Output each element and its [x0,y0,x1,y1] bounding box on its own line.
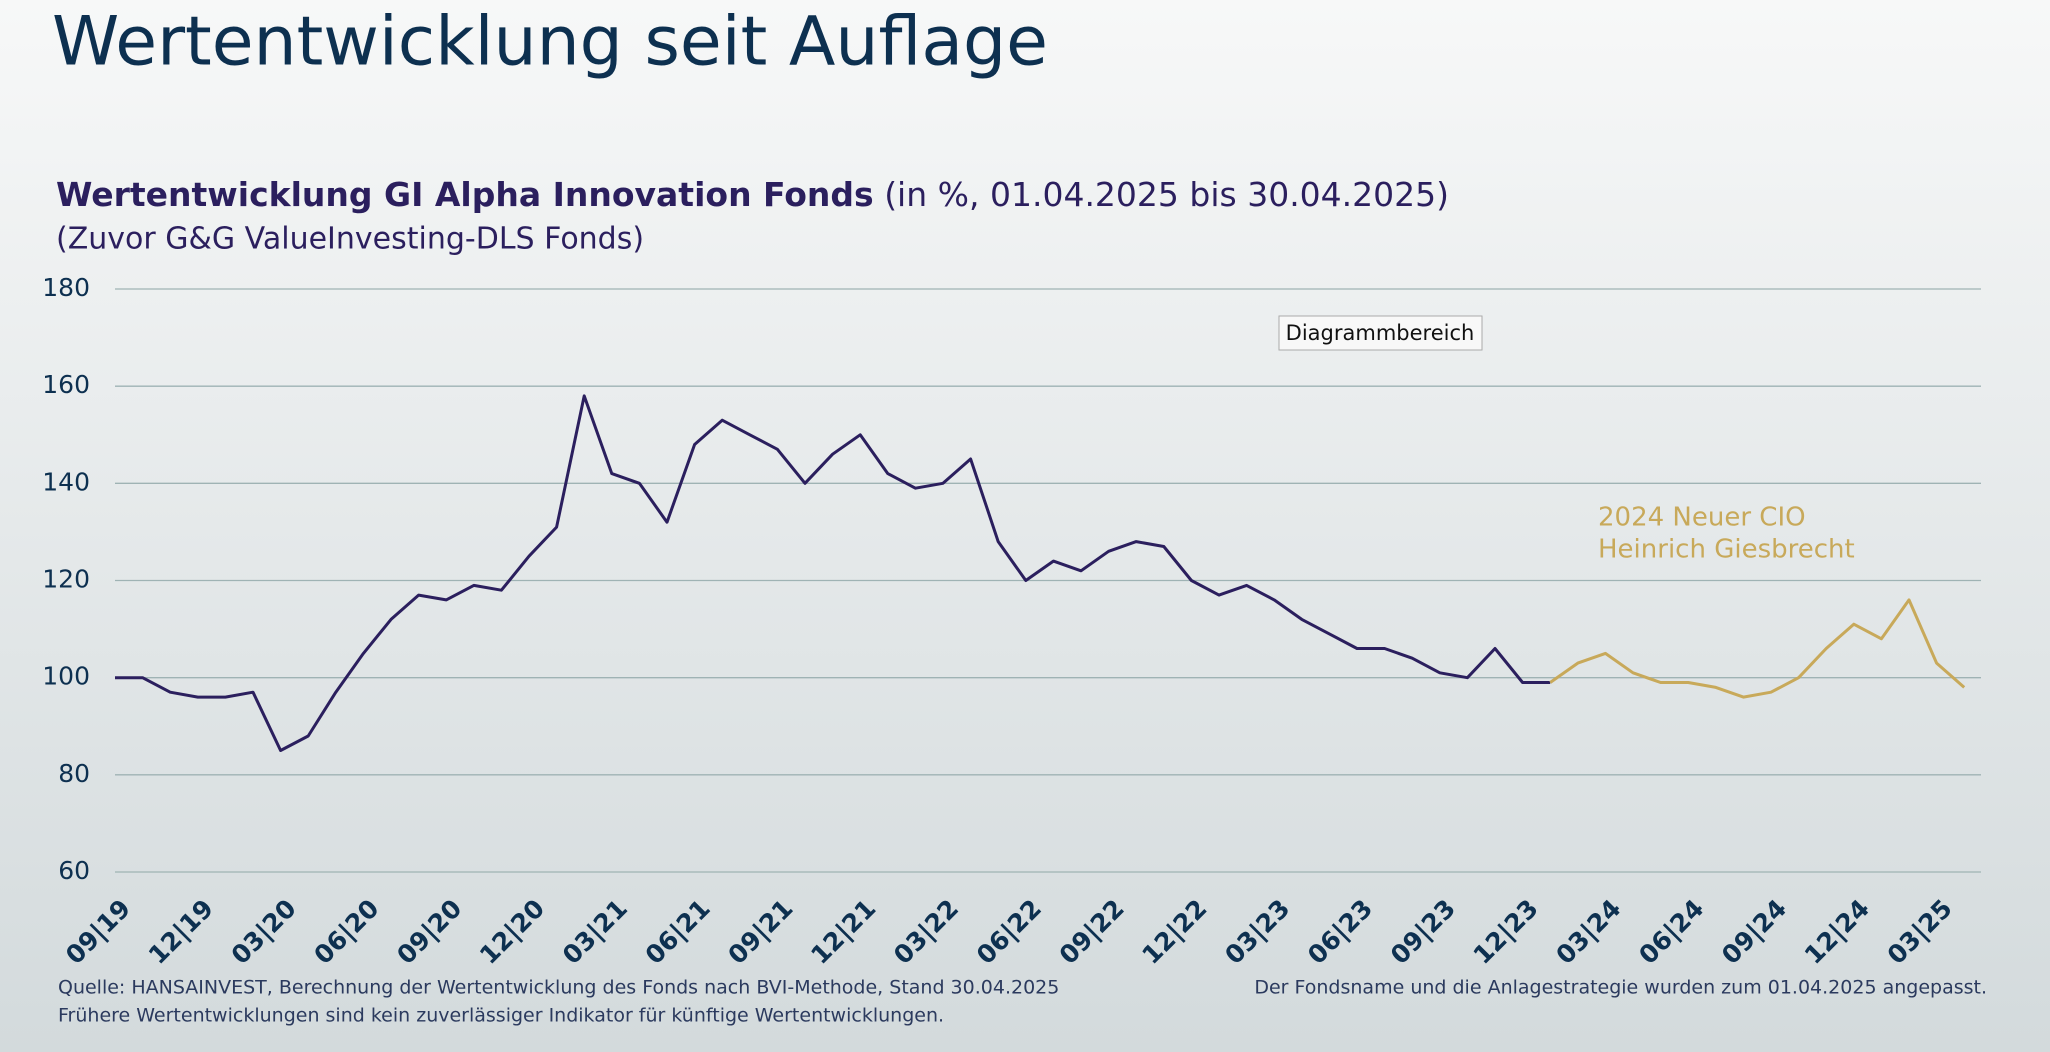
tooltip-box [1278,315,1483,351]
annotation: 2024 Neuer CIO [1598,503,1806,533]
x-tick-label: 06|21 [640,894,716,970]
x-tick-label: 12|24 [1799,894,1875,970]
x-tick-label: 09|24 [1716,894,1792,970]
x-tick-label: 03|23 [1219,894,1295,970]
chart-title: Wertentwicklung GI Alpha Innovation Fond… [56,175,874,214]
series-line [115,394,1551,752]
page-heading: Wertentwicklung seit Auflage [52,3,1048,82]
y-tick-label: 140 [42,467,90,496]
annotation: Heinrich Giesbrecht [1598,535,1855,565]
x-tick-label: 03|21 [557,894,633,970]
x-tick-label: 09|21 [722,894,798,970]
x-tick-label: 12|23 [1468,894,1544,970]
x-tick-label: 09|20 [391,894,467,970]
x-tick-label: 12|20 [474,894,550,970]
footer-source: Quelle: HANSAINVEST, Berechnung der Wert… [58,977,1059,999]
y-tick-label: 120 [42,565,90,594]
x-tick-label: 06|23 [1302,894,1378,970]
chart-subtitle: (Zuvor G&G ValueInvesting-DLS Fonds) [56,222,644,257]
y-tick-label: 80 [58,759,90,788]
x-tick-label: 03|22 [888,894,964,970]
x-tick-label: 09|23 [1385,894,1461,970]
y-tick-label: 100 [42,662,90,691]
x-tick-label: 12|22 [1136,894,1212,970]
x-tick-label: 03|20 [226,894,302,970]
y-tick-label: 60 [58,856,90,885]
footer-disclaimer: Frühere Wertentwicklungen sind kein zuve… [58,1005,944,1027]
footer-note: Der Fondsname und die Anlagestrategie wu… [1254,977,1987,999]
x-tick-label: 12|21 [805,894,881,970]
x-tick-label: 12|19 [143,894,219,970]
x-tick-label: 06|22 [971,894,1047,970]
x-tick-label: 09|22 [1054,894,1130,970]
series-line [1549,598,1966,699]
chart-title-detail: (in %, 01.04.2025 bis 30.04.2025) [884,175,1449,214]
x-tick-label: 06|24 [1633,894,1709,970]
y-tick-label: 180 [42,273,90,302]
x-tick-label: 06|20 [308,894,384,970]
x-tick-label: 03|25 [1882,894,1958,970]
x-tick-label: 03|24 [1550,894,1626,970]
tooltip-label: Diagrammbereich [1286,321,1475,345]
y-tick-label: 160 [42,370,90,399]
x-tick-label: 09|19 [60,894,136,970]
chart-title-line: Wertentwicklung GI Alpha Innovation Fond… [56,175,1449,214]
